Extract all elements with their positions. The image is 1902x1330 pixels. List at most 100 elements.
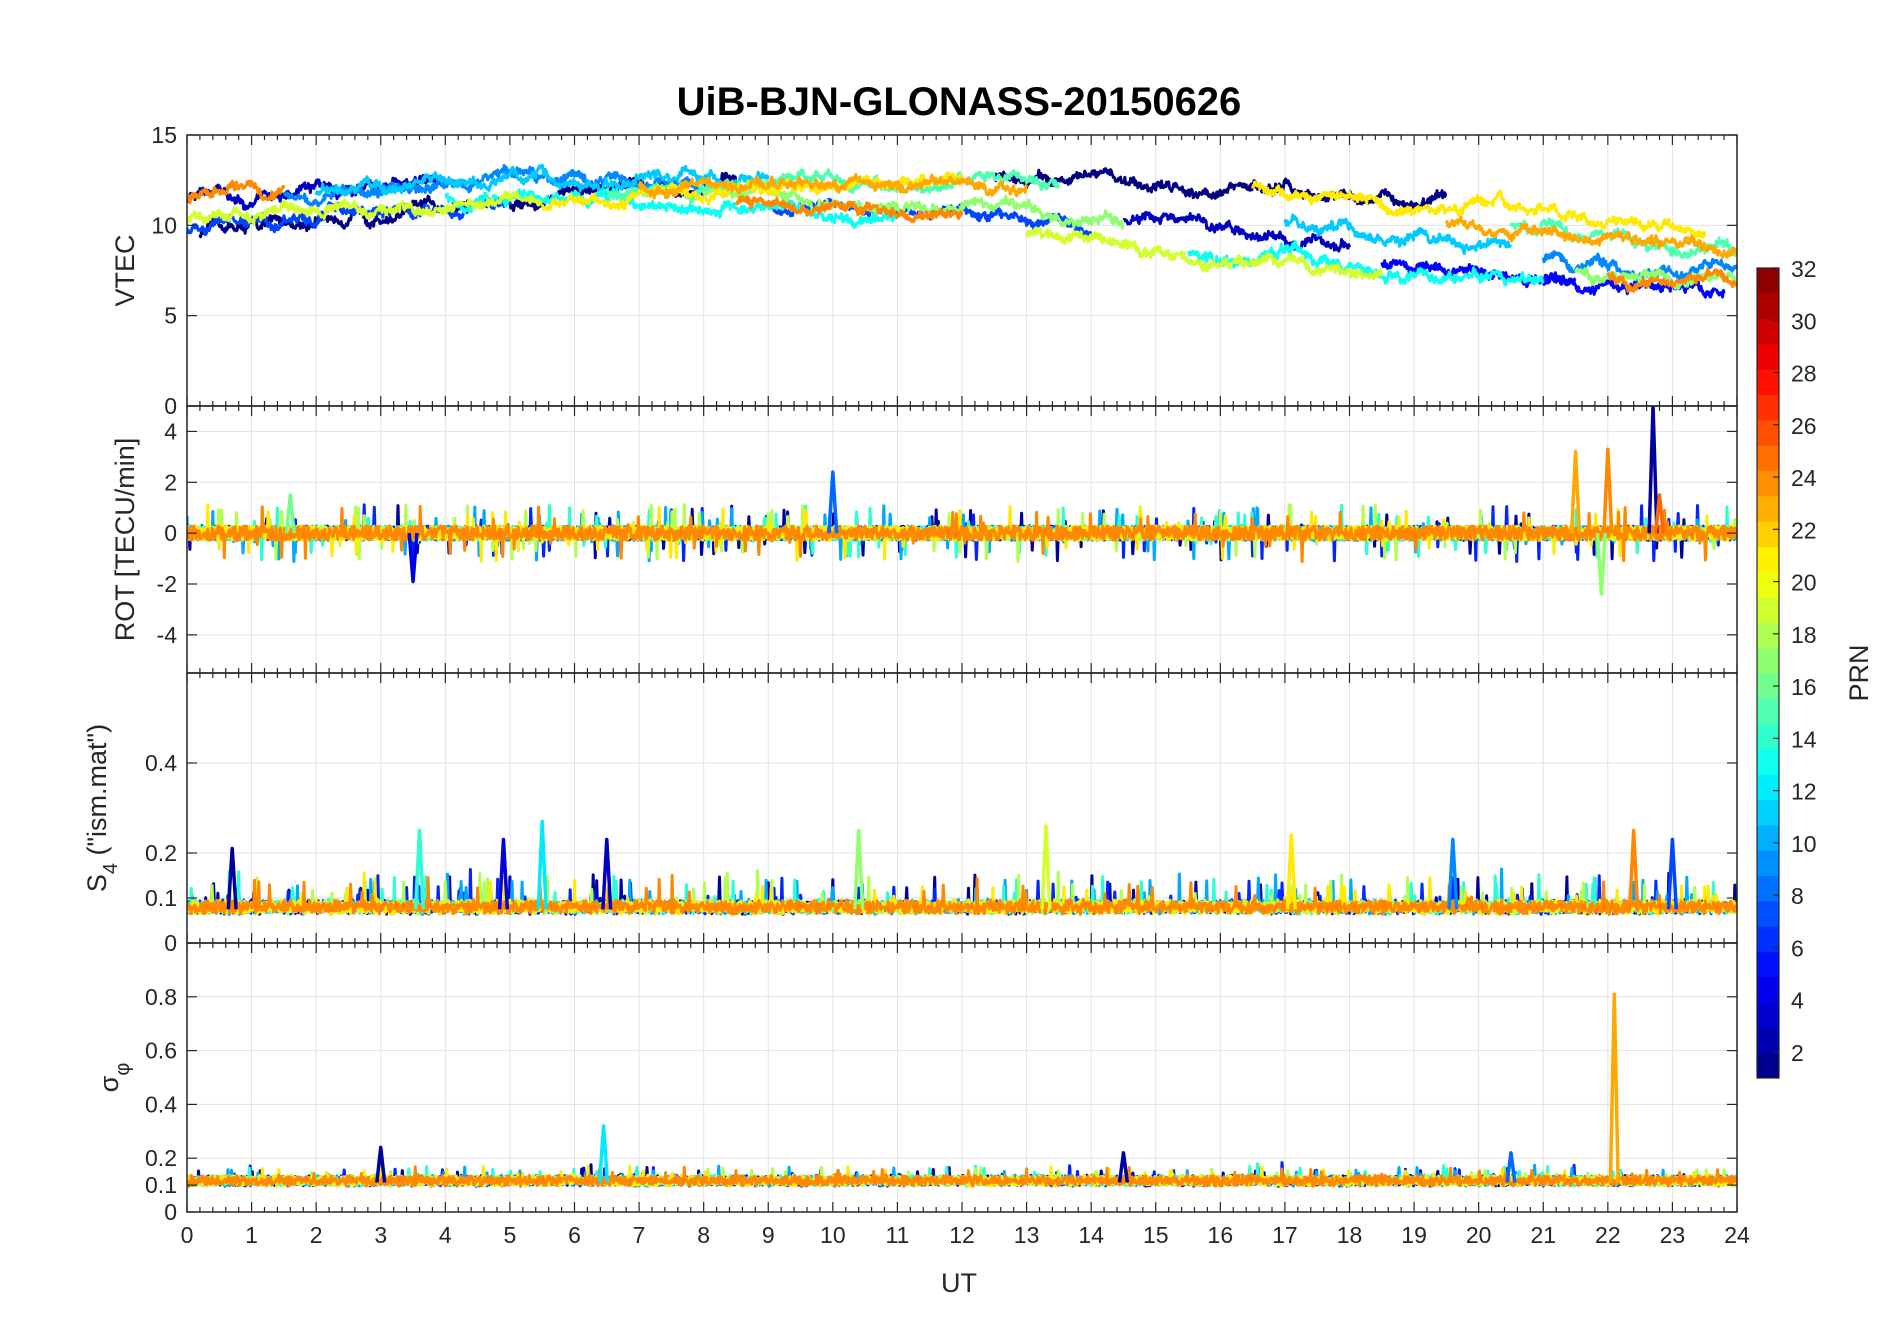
x-tick-label: 0	[181, 1222, 194, 1248]
y-tick-label: 0.2	[145, 840, 177, 866]
colorbar-tick-label: 32	[1791, 256, 1817, 282]
series-line-prn-23	[637, 173, 1028, 200]
x-tick-label: 15	[1143, 1222, 1169, 1248]
colorbar-segment	[1757, 1052, 1779, 1079]
series-line-prn-24	[187, 874, 1737, 916]
x-tick-label: 19	[1401, 1222, 1427, 1248]
colorbar-segment	[1757, 1027, 1779, 1054]
x-tick-label: 1	[245, 1222, 258, 1248]
colorbar-segment	[1757, 571, 1779, 598]
colorbar-segment	[1757, 293, 1779, 320]
colorbar-tick-label: 2	[1791, 1040, 1804, 1066]
series-line-prn-21	[1251, 180, 1707, 239]
x-tick-label: 11	[885, 1222, 909, 1248]
series-line-prn-3	[187, 174, 447, 211]
spike-prn-17	[1595, 533, 1607, 596]
x-axis-label: UT	[941, 1268, 977, 1298]
series-line-prn-23	[1444, 215, 1737, 259]
colorbar-segment	[1757, 723, 1779, 750]
colorbar-segment	[1757, 951, 1779, 978]
spike-prn-14	[413, 828, 426, 910]
colorbar-segment	[1757, 394, 1779, 421]
spike-prn-8	[1505, 1151, 1517, 1183]
spike-prn-24	[1628, 828, 1640, 910]
series-line-prn-24	[1606, 267, 1737, 293]
colorbar-tick-label: 8	[1791, 883, 1804, 909]
x-tick-label: 13	[1014, 1222, 1040, 1248]
spike-prn-4	[497, 837, 510, 910]
y-axis-label-rot: ROT [TECU/min]	[110, 438, 140, 642]
colorbar-segment	[1757, 850, 1779, 876]
colorbar-segment	[1757, 673, 1779, 699]
y-tick-label: 0.8	[145, 984, 177, 1010]
y-tick-label: 0	[164, 1199, 177, 1225]
y-tick-label: 0.6	[145, 1038, 177, 1064]
x-tick-label: 12	[949, 1222, 975, 1248]
spike-prn-16	[284, 493, 296, 534]
x-tick-label: 4	[439, 1222, 452, 1248]
y-tick-label: 0.4	[145, 1091, 177, 1117]
colorbar-tick-label: 20	[1791, 570, 1817, 596]
colorbar-tick-label: 28	[1791, 361, 1817, 387]
spike-prn-23	[1608, 992, 1620, 1183]
colorbar-tick-label: 16	[1791, 674, 1817, 700]
colorbar-segment	[1757, 926, 1779, 952]
colorbar-tick-label: 30	[1791, 308, 1817, 334]
y-tick-label: 0.4	[145, 750, 177, 776]
colorbar-segment	[1757, 875, 1779, 902]
series-line-prn-7	[187, 194, 512, 236]
y-axis-label-sigma: σφ	[94, 1063, 134, 1093]
colorbar-segment	[1757, 546, 1779, 573]
series-group-sigma	[187, 992, 1737, 1188]
spike-prn-24	[1602, 447, 1614, 534]
series-line-prn-24	[187, 1165, 1737, 1188]
y-axis-label-s4: S4 ("ism.mat")	[82, 724, 122, 892]
colorbar-segment	[1757, 495, 1779, 522]
spike-prn-12	[597, 1124, 610, 1183]
colorbar-segment	[1757, 774, 1779, 801]
y-tick-label: 0.1	[145, 885, 177, 911]
colorbar-tick-label: 4	[1791, 988, 1804, 1014]
x-tick-label: 23	[1660, 1222, 1686, 1248]
colorbar-segment	[1757, 799, 1779, 826]
spike-prn-3	[601, 837, 613, 910]
colorbar-frame	[1756, 267, 1780, 1079]
x-tick-label: 14	[1078, 1222, 1104, 1248]
ticks-vtec: 0 5 10 15	[151, 122, 1738, 419]
colorbar-segment	[1757, 445, 1779, 471]
colorbar-segment	[1757, 268, 1779, 294]
colorbar-segment	[1757, 343, 1779, 370]
y-tick-label: -2	[157, 571, 177, 597]
x-tick-label: 3	[374, 1222, 387, 1248]
x-tick-label: 22	[1595, 1222, 1621, 1248]
ticks-rot: -4 -2 0 2 4	[157, 406, 1738, 673]
ticks-sigma: 00.10.20.40.60.80 1 2 3 4 5 6 7 8 9 10 11 12 13 14 15 16…	[145, 943, 1750, 1248]
colorbar-tick-label: 14	[1791, 726, 1817, 752]
y-tick-label: 15	[151, 122, 177, 148]
x-tick-label: 2	[310, 1222, 323, 1248]
x-tick-label: 21	[1530, 1222, 1556, 1248]
spike-prn-2	[375, 1145, 387, 1183]
colorbar-segment	[1757, 698, 1779, 725]
series-group-vtec	[187, 163, 1737, 299]
series-line-prn-24	[734, 194, 964, 223]
spike-prn-21	[1285, 833, 1297, 910]
panel-sigma: 00.10.20.40.60.80 1 2 3 4 5 6 7 8 9 10 11 12 13 14 15 16…	[94, 942, 1750, 1248]
series-group-rot	[187, 406, 1737, 596]
colorbar-tick-label: 26	[1791, 413, 1817, 439]
y-tick-label: 0	[164, 930, 177, 956]
y-tick-label: 5	[164, 303, 177, 329]
y-tick-label: -4	[157, 622, 178, 648]
spike-prn-2	[1647, 406, 1659, 534]
series-group-s4	[187, 819, 1737, 916]
spike-prn-7	[1666, 837, 1679, 910]
spike-prn-25	[1653, 493, 1666, 534]
colorbar-tick-label: 12	[1791, 779, 1817, 805]
colorbar-tick-label: 22	[1791, 517, 1817, 543]
y-tick-label: 0.2	[145, 1145, 177, 1171]
chart-title: UiB-BJN-GLONASS-20150626	[677, 80, 1242, 124]
colorbar-tick-label: 18	[1791, 622, 1817, 648]
colorbar-segment	[1757, 318, 1779, 345]
